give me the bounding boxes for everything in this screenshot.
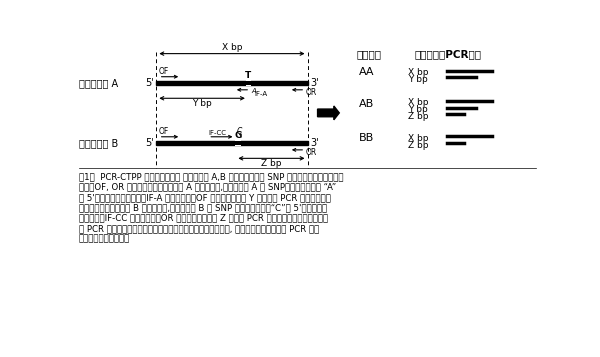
Text: T: T bbox=[245, 71, 251, 80]
Text: Z bp: Z bp bbox=[408, 112, 429, 121]
Text: 遺伝子型: 遺伝子型 bbox=[356, 49, 382, 59]
Text: Y bp: Y bp bbox=[192, 99, 212, 108]
Text: A: A bbox=[251, 88, 256, 94]
Text: 3': 3' bbox=[310, 138, 319, 148]
Bar bbox=[157, 81, 308, 85]
Text: 対立遺伝子 B: 対立遺伝子 B bbox=[79, 138, 118, 148]
Text: 5': 5' bbox=[145, 138, 154, 148]
Text: IF-A: IF-A bbox=[254, 91, 267, 97]
Text: X bp: X bp bbox=[221, 43, 242, 52]
Text: イマーOF, OR を設計する。対立遺伝子 A の認識には,対立遺伝子 A の SNPに相補的な塩基 “A”: イマーOF, OR を設計する。対立遺伝子 A の認識には,対立遺伝子 A の … bbox=[79, 182, 336, 192]
Text: IF-CC: IF-CC bbox=[208, 130, 226, 136]
Text: 対立遺伝子 A: 対立遺伝子 A bbox=[79, 78, 118, 88]
Text: OF: OF bbox=[158, 127, 169, 136]
Text: Z bp: Z bp bbox=[408, 141, 429, 150]
Text: OR: OR bbox=[306, 88, 317, 97]
Text: を 5'末端に持つプライマーIF-A とプライマーOF から増幅される Y 塩基対の PCR 産物を検出す: を 5'末端に持つプライマーIF-A とプライマーOF から増幅される Y 塩基… bbox=[79, 193, 331, 202]
Text: る。また、対立遺伝子 B の認識には,対立遺伝子 B の SNP に相補的な塩基“C”を 5'末端に持つ: る。また、対立遺伝子 B の認識には,対立遺伝子 B の SNP に相補的な塩基… bbox=[79, 203, 327, 212]
Text: た PCR 産物の長さと塩基組成によって融解温度が異なるため, 融解温度分析によって PCR 産物: た PCR 産物の長さと塩基組成によって融解温度が異なるため, 融解温度分析によ… bbox=[79, 224, 319, 233]
Text: Y bp: Y bp bbox=[408, 75, 428, 84]
Text: C: C bbox=[236, 127, 242, 136]
Text: Y bp: Y bp bbox=[408, 105, 428, 114]
Bar bbox=[235, 141, 241, 145]
Text: 5': 5' bbox=[145, 78, 154, 88]
Text: AB: AB bbox=[359, 100, 374, 110]
Text: AA: AA bbox=[359, 67, 374, 77]
Polygon shape bbox=[317, 106, 339, 120]
Text: Z bp: Z bp bbox=[261, 159, 282, 168]
Bar bbox=[235, 140, 241, 146]
Text: X bp: X bp bbox=[408, 98, 429, 107]
Bar bbox=[245, 80, 251, 86]
Text: G: G bbox=[235, 131, 242, 140]
Text: 生成されるPCR産物: 生成されるPCR産物 bbox=[415, 49, 481, 59]
Text: 図1．  PCR-CTPP 法の概念図。　 対立遺伝子 A,B に対して途中に SNP を含むように共通のプラ: 図1． PCR-CTPP 法の概念図。 対立遺伝子 A,B に対して途中に SN… bbox=[79, 172, 343, 181]
Text: X bp: X bp bbox=[408, 68, 429, 77]
Text: プライマーIF-CC とプライマーOR から増幅されるの Z 塩基対 PCR 産物を検出する。増幅され: プライマーIF-CC とプライマーOR から増幅されるの Z 塩基対 PCR 産… bbox=[79, 214, 328, 223]
Text: OR: OR bbox=[306, 148, 317, 157]
Text: BB: BB bbox=[359, 132, 374, 142]
Text: X bp: X bp bbox=[408, 134, 429, 143]
Text: の違いを検出できる。: の違いを検出できる。 bbox=[79, 235, 130, 243]
Bar bbox=[245, 81, 251, 85]
Bar bbox=[157, 141, 308, 145]
Text: 3': 3' bbox=[310, 78, 319, 88]
Text: OF: OF bbox=[158, 67, 169, 76]
